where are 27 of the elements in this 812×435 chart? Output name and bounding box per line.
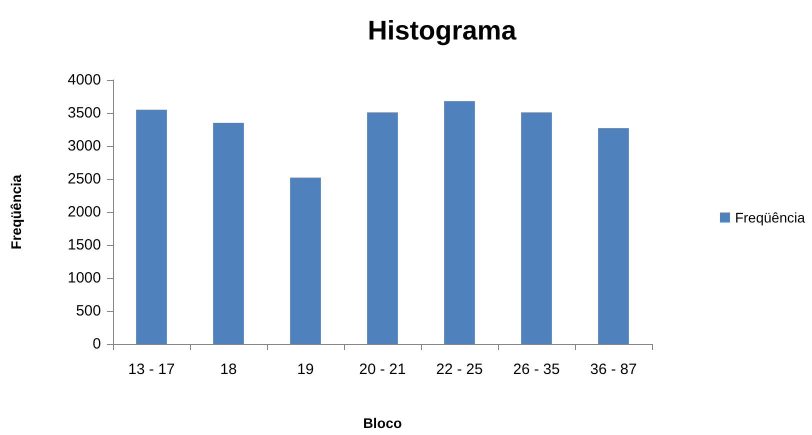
y-tick-label: 0	[92, 336, 101, 352]
bar	[290, 178, 321, 344]
bar	[367, 112, 398, 344]
bar	[444, 101, 475, 344]
x-axis-title: Bloco	[363, 415, 402, 431]
x-tick-label: 26 - 35	[513, 361, 560, 378]
y-tick-label: 2000	[68, 204, 101, 220]
bar	[213, 122, 244, 344]
y-tick-label: 3000	[68, 138, 101, 154]
y-tick-label: 4000	[68, 72, 101, 88]
y-tick-label: 1500	[68, 236, 101, 254]
y-tick-label: 2500	[68, 170, 101, 188]
y-tick-label: 3500	[68, 104, 101, 122]
x-tick-label: 19	[297, 361, 314, 378]
x-tick-label: 22 - 25	[436, 361, 483, 378]
bar	[598, 128, 629, 344]
bar	[521, 112, 552, 344]
x-tick-label: 18	[220, 361, 237, 378]
x-tick-label: 20 - 21	[359, 361, 406, 378]
y-tick-label: 1000	[68, 270, 101, 286]
y-axis-title: Freqüência	[8, 174, 24, 250]
bar	[136, 110, 167, 344]
x-tick-label: 36 - 87	[590, 361, 637, 378]
chart-title: Histograma	[368, 16, 518, 46]
y-tick-label: 500	[76, 302, 101, 320]
x-tick-label: 13 - 17	[128, 361, 175, 378]
legend-label: Freqüência	[734, 210, 806, 226]
